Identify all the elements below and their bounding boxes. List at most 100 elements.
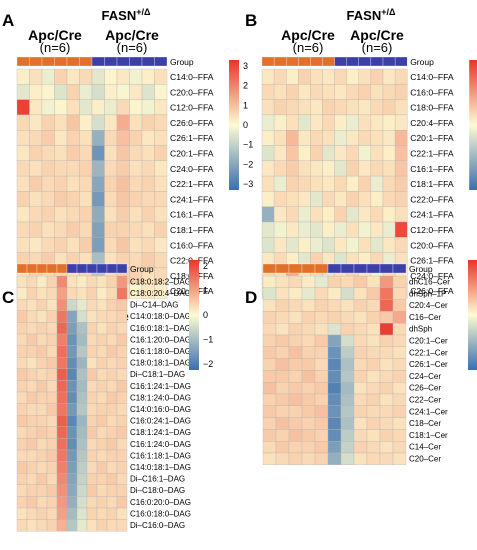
heatmap-cell xyxy=(56,322,68,335)
heatmap-cell xyxy=(56,391,68,404)
heatmap-cell xyxy=(288,405,303,418)
heatmap-cell xyxy=(314,275,329,288)
color-legend-bar xyxy=(468,260,477,370)
heatmap-cell xyxy=(340,358,355,371)
heatmap-cell xyxy=(16,206,30,223)
heatmap-cell xyxy=(41,221,55,238)
group-bar-cell xyxy=(394,56,408,67)
heatmap-cell xyxy=(91,130,105,146)
heatmap-cell xyxy=(314,358,329,371)
group-bar-cell xyxy=(314,263,329,274)
heatmap-cell xyxy=(129,114,143,131)
heatmap-cell xyxy=(26,403,38,416)
heatmap-cell xyxy=(26,426,38,439)
heatmap-cell xyxy=(86,438,98,451)
heatmap-cell xyxy=(96,438,108,451)
heatmap-cell xyxy=(91,114,105,131)
heatmap-cell xyxy=(66,403,78,416)
heatmap-cell xyxy=(141,68,155,85)
group-fasn-name: Apc/Cre xyxy=(350,27,404,43)
heatmap-cell xyxy=(29,237,43,253)
heatmap-cell xyxy=(262,287,277,300)
row-label: C16:1–FFA xyxy=(410,164,454,174)
heatmap-cell xyxy=(394,175,408,192)
heatmap-cell xyxy=(66,175,80,192)
heatmap-cell xyxy=(76,299,88,311)
heatmap-cell xyxy=(298,145,311,161)
heatmap-cell xyxy=(353,441,368,454)
heatmap-cell xyxy=(41,175,55,192)
heatmap-cell xyxy=(46,322,58,335)
heatmap-cell xyxy=(36,299,48,311)
row-label: Di–C16:1–DAG xyxy=(130,475,185,484)
heatmap-cell xyxy=(26,391,38,404)
heatmap-cell xyxy=(346,206,359,223)
heatmap-cell xyxy=(262,358,277,371)
heatmap-cell xyxy=(76,519,88,532)
heatmap-cell xyxy=(41,99,55,116)
heatmap-cell xyxy=(288,393,303,406)
heatmap-cell xyxy=(91,221,105,238)
heatmap-cell xyxy=(56,438,68,451)
group-bar-cell xyxy=(261,56,275,67)
heatmap-cell xyxy=(275,393,290,406)
heatmap-cell xyxy=(334,99,347,116)
heatmap-cell xyxy=(29,68,43,85)
heatmap-cell xyxy=(104,130,118,146)
heatmap-cell xyxy=(104,145,118,161)
heatmap-cell xyxy=(116,191,130,207)
heatmap-cell xyxy=(116,145,130,161)
heatmap-cell xyxy=(370,237,384,253)
heatmap-cell xyxy=(262,429,277,442)
heatmap-cell xyxy=(358,237,372,253)
heatmap-cell xyxy=(261,160,275,177)
heatmap-cell xyxy=(116,160,130,177)
heatmap-cell xyxy=(129,160,143,177)
heatmap-cell xyxy=(358,130,372,146)
heatmap-cell xyxy=(76,403,88,416)
row-label: C22:1–Cer xyxy=(409,348,448,357)
heatmap-cell xyxy=(129,130,143,146)
heatmap-cell xyxy=(382,206,396,223)
heatmap-cell xyxy=(382,145,396,161)
heatmap-cell xyxy=(116,287,128,300)
heatmap-cell xyxy=(86,507,98,520)
heatmap-cell xyxy=(327,370,342,383)
heatmap-cell xyxy=(129,145,143,161)
heatmap-cell xyxy=(346,160,359,177)
heatmap-cell xyxy=(261,130,275,146)
heatmap-cell xyxy=(353,334,368,347)
heatmap-cell xyxy=(79,237,93,253)
heatmap-cell xyxy=(314,393,329,406)
heatmap-cell xyxy=(353,429,368,442)
heatmap-cell xyxy=(301,382,316,395)
heatmap-cell xyxy=(273,191,287,207)
heatmap-cell xyxy=(96,496,108,509)
group-bar-cell xyxy=(76,263,88,274)
heatmap-cell xyxy=(116,114,130,131)
row-label: C22–Cer xyxy=(409,395,441,404)
row-label: C20:0–FFA xyxy=(170,87,214,97)
heatmap-cell xyxy=(16,310,28,323)
heatmap-cell xyxy=(86,299,98,311)
heatmap-cell xyxy=(116,99,130,116)
heatmap-cell xyxy=(56,473,68,485)
heatmap-cell xyxy=(66,484,78,497)
heatmap-cell xyxy=(16,275,28,288)
heatmap-cell xyxy=(96,461,108,474)
group-bar-cell xyxy=(26,263,38,274)
heatmap-cell xyxy=(340,299,355,312)
heatmap-cell xyxy=(46,333,58,346)
heatmap-cell xyxy=(91,68,105,85)
heatmap-cell xyxy=(288,382,303,395)
heatmap-cell xyxy=(340,417,355,430)
heatmap-cell xyxy=(366,370,381,383)
heatmap-cell xyxy=(86,322,98,335)
heatmap-cell xyxy=(301,393,316,406)
heatmap-cell xyxy=(154,130,168,146)
heatmap-cell xyxy=(116,426,128,439)
row-label: C18:1:24:0–DAG xyxy=(130,393,191,402)
row-label: Di–C18:1–DAG xyxy=(130,370,185,379)
row-label: C14:0–FFA xyxy=(410,72,454,82)
group-bar-cell xyxy=(56,263,68,274)
